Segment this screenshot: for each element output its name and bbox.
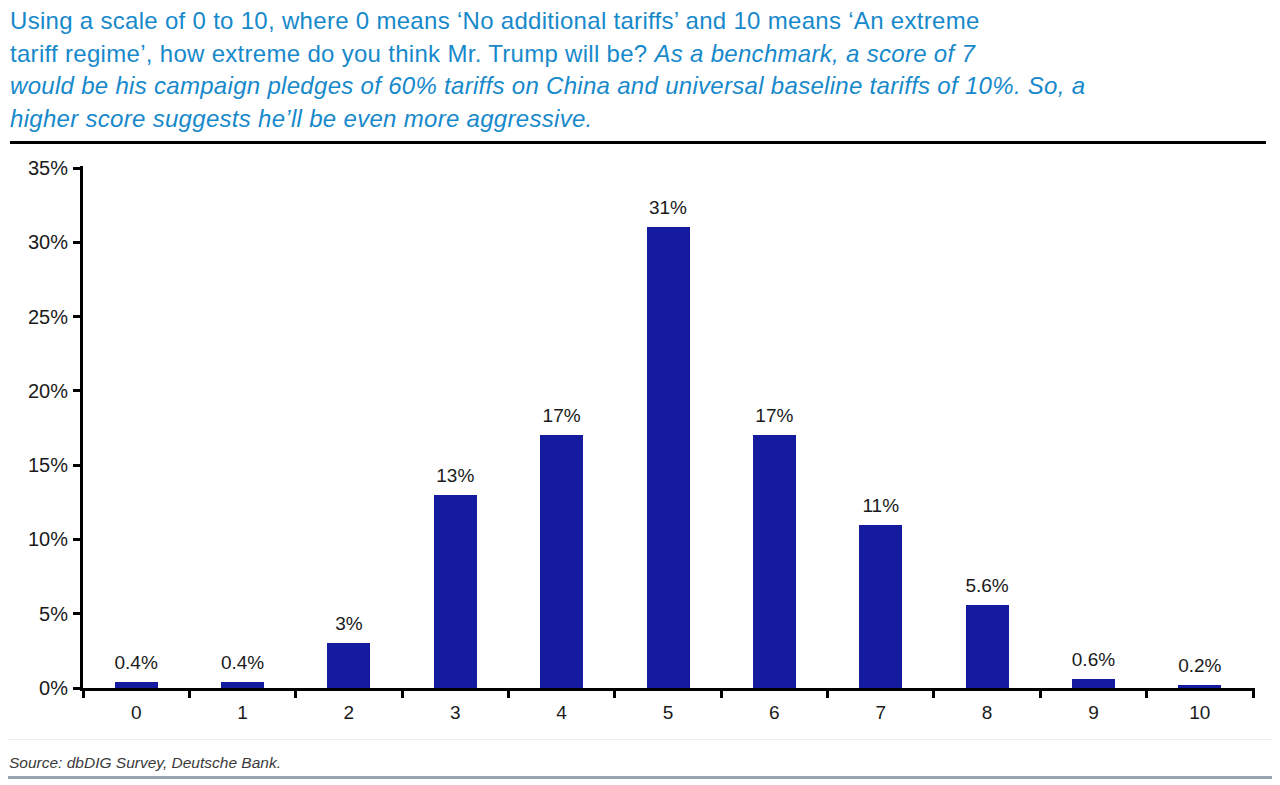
tariff-score-bar-chart: 0%5%10%15%20%25%30%35%0.4%00.4%13%213%31… [0,0,1280,785]
y-axis-tick-label: 35% [0,156,68,180]
x-axis-tick [401,688,404,698]
bar [966,605,1009,688]
source-separator-line [8,739,1272,740]
y-axis-tick-label: 5% [0,602,68,626]
bar-value-label: 17% [721,405,827,427]
y-axis-tick [73,315,81,318]
bar-value-label: 0.2% [1147,655,1253,677]
x-axis-tick [1252,688,1255,698]
y-axis-tick [73,167,81,170]
x-category-label: 4 [509,702,615,724]
x-category-label: 7 [828,702,934,724]
y-axis-tick [73,464,81,467]
bar [1178,685,1221,688]
x-category-label: 0 [83,702,189,724]
bar-value-label: 17% [509,405,615,427]
bar-value-label: 11% [828,495,934,517]
x-category-label: 5 [615,702,721,724]
x-axis-tick [1145,688,1148,698]
x-axis-tick [82,688,85,698]
x-axis-tick [720,688,723,698]
bar-value-label: 13% [402,465,508,487]
x-category-label: 1 [190,702,296,724]
x-category-label: 6 [721,702,827,724]
bar-value-label: 0.6% [1040,649,1146,671]
x-axis-tick [507,688,510,698]
bar-value-label: 0.4% [83,652,189,674]
x-category-label: 10 [1147,702,1253,724]
y-axis-tick-label: 20% [0,379,68,403]
y-axis-tick-label: 30% [0,230,68,254]
bar [221,682,264,688]
x-category-label: 9 [1040,702,1146,724]
report-page: Using a scale of 0 to 10, where 0 means … [0,0,1280,785]
x-axis-line [80,688,1254,691]
y-axis-tick-label: 0% [0,676,68,700]
bar [434,495,477,688]
y-axis-tick-label: 10% [0,527,68,551]
y-axis-tick-label: 15% [0,453,68,477]
y-axis-tick [73,687,81,690]
x-axis-tick [1039,688,1042,698]
x-axis-tick [613,688,616,698]
bar-value-label: 31% [615,197,721,219]
bar-value-label: 0.4% [190,652,296,674]
x-category-label: 2 [296,702,402,724]
y-axis-tick [73,389,81,392]
y-axis-tick [73,538,81,541]
x-category-label: 3 [402,702,508,724]
bar [859,525,902,688]
x-axis-tick [826,688,829,698]
y-axis-tick [73,612,81,615]
x-axis-tick [188,688,191,698]
bar [540,435,583,688]
source-note: Source: dbDIG Survey, Deutsche Bank. [9,754,281,772]
bar-value-label: 5.6% [934,575,1040,597]
bottom-border-line [8,776,1272,779]
bar [115,682,158,688]
x-category-label: 8 [934,702,1040,724]
bar [753,435,796,688]
bar [327,643,370,688]
bar [647,227,690,688]
y-axis-tick-label: 25% [0,305,68,329]
bar-value-label: 3% [296,613,402,635]
y-axis-tick [73,241,81,244]
x-axis-tick [932,688,935,698]
bar [1072,679,1115,688]
x-axis-tick [294,688,297,698]
